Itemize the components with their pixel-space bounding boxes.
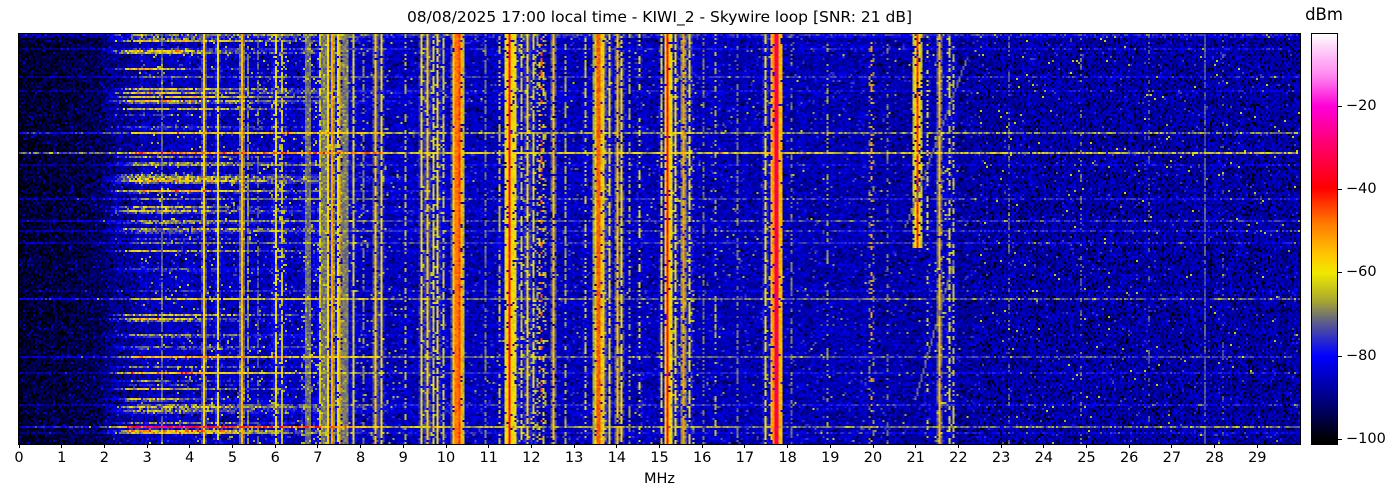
colorbar-tick-mark <box>1338 189 1342 191</box>
colorbar-tick-label: −80 <box>1346 347 1377 364</box>
plot-area <box>18 33 1301 445</box>
colorbar-tick-label: −40 <box>1346 181 1377 198</box>
x-tick-mark <box>189 444 191 448</box>
x-tick-label: 6 <box>270 450 280 466</box>
x-tick-mark <box>957 444 959 448</box>
x-tick-mark <box>1171 444 1173 448</box>
x-tick-mark <box>616 444 618 448</box>
colorbar-ticks: −20 −40 −60 −80 −100 <box>1338 33 1400 447</box>
colorbar-gradient <box>1311 33 1338 445</box>
x-tick-label: 5 <box>227 450 238 466</box>
colorbar-tick-label: −100 <box>1346 430 1386 447</box>
x-tick-mark <box>61 444 63 448</box>
x-tick-label: 3 <box>142 450 152 466</box>
x-tick-mark <box>360 444 362 448</box>
x-tick-mark <box>872 444 874 448</box>
x-tick-mark <box>744 444 746 448</box>
x-tick-label: 20 <box>863 450 883 466</box>
plot-title: 08/08/2025 17:00 local time - KIWI_2 - S… <box>406 8 913 26</box>
x-tick-label: 25 <box>1077 450 1096 466</box>
x-tick-label: 18 <box>778 450 797 466</box>
x-tick-label: 11 <box>479 450 498 466</box>
x-tick-mark <box>146 444 148 448</box>
x-tick-label: 14 <box>607 450 627 466</box>
x-tick-label: 24 <box>1034 450 1054 466</box>
x-tick-mark <box>488 444 490 448</box>
x-tick-label: 22 <box>949 450 968 466</box>
x-axis-label: MHz <box>643 471 676 487</box>
x-tick-label: 4 <box>185 450 195 466</box>
x-tick-label: 21 <box>906 450 925 466</box>
x-tick-label: 16 <box>692 450 712 466</box>
x-tick-label: 7 <box>313 450 323 466</box>
x-tick-mark <box>1043 444 1045 448</box>
x-tick-label: 28 <box>1205 450 1224 466</box>
x-tick-mark <box>402 444 404 448</box>
x-tick-label: 23 <box>991 450 1011 466</box>
x-tick-mark <box>787 444 789 448</box>
x-tick-label: 19 <box>821 450 840 466</box>
x-tick-mark <box>659 444 660 448</box>
x-tick-mark <box>1128 444 1130 448</box>
x-tick-mark <box>274 444 276 448</box>
x-tick-label: 27 <box>1162 450 1182 466</box>
x-tick-mark <box>701 444 703 448</box>
x-tick-mark <box>18 444 20 448</box>
colorbar-tick-label: −60 <box>1346 264 1377 281</box>
colorbar-tick-mark <box>1338 105 1342 107</box>
x-axis-ticks: 0 1 2 3 4 5 6 7 8 9 10 11 12 13 14 15 16 17 18 19 20 21 22 23 24… <box>14 444 1300 470</box>
x-tick-label: 1 <box>57 450 67 466</box>
x-tick-label: 8 <box>355 450 366 466</box>
x-tick-mark <box>317 444 319 448</box>
x-tick-mark <box>1214 444 1216 448</box>
x-tick-mark <box>445 444 447 448</box>
x-tick-label: 29 <box>1248 450 1267 466</box>
x-tick-mark <box>573 444 575 448</box>
x-tick-label: 26 <box>1119 450 1139 466</box>
x-tick-mark <box>829 444 831 448</box>
x-tick-label: 10 <box>436 450 456 466</box>
x-tick-mark <box>1256 444 1258 448</box>
x-tick-label: 12 <box>522 450 541 466</box>
x-tick-label: 2 <box>99 450 109 466</box>
x-tick-label: 17 <box>735 450 755 466</box>
x-tick-mark <box>1086 444 1087 448</box>
x-tick-label: 0 <box>14 450 24 466</box>
x-tick-mark <box>103 444 105 448</box>
x-tick-label: 9 <box>398 450 408 466</box>
waterfall-canvas <box>19 34 1300 444</box>
x-tick-mark <box>915 444 917 448</box>
colorbar-tick-mark <box>1338 272 1342 274</box>
colorbar-tick-label: −20 <box>1346 97 1377 114</box>
x-tick-mark <box>1000 444 1002 448</box>
x-tick-mark <box>530 444 532 448</box>
x-tick-label: 13 <box>564 450 584 466</box>
x-tick-mark <box>232 444 233 448</box>
colorbar-tick-mark <box>1338 355 1342 357</box>
x-tick-label: 15 <box>650 450 669 466</box>
colorbar-tick-mark <box>1338 438 1342 440</box>
colorbar-label: dBm <box>1305 5 1343 24</box>
